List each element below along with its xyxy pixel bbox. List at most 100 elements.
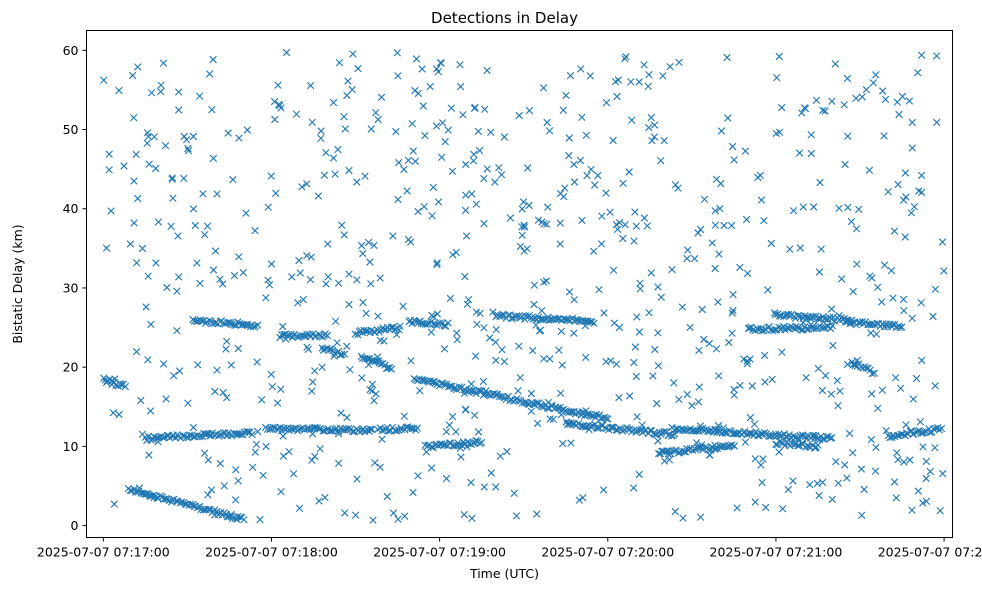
data-point (908, 314, 916, 322)
data-point (893, 98, 901, 106)
data-point (331, 349, 339, 357)
data-point (368, 425, 376, 434)
data-point (457, 453, 465, 461)
data-point (497, 171, 506, 179)
data-point (358, 374, 366, 382)
data-point (467, 478, 475, 487)
data-point (712, 345, 721, 353)
data-point (542, 277, 551, 285)
data-point (613, 225, 622, 234)
data-point (491, 338, 500, 346)
data-point (471, 352, 480, 360)
data-point (518, 223, 526, 231)
data-point (262, 294, 270, 302)
data-point (248, 430, 256, 439)
data-point (698, 305, 706, 314)
data-point (412, 55, 421, 63)
data-point (475, 146, 484, 155)
data-point (348, 85, 356, 94)
data-point (320, 171, 329, 179)
data-point (544, 203, 552, 211)
data-point (566, 420, 574, 428)
data-point (311, 423, 320, 432)
data-point (421, 131, 429, 140)
data-point (914, 68, 922, 77)
data-point (577, 65, 585, 73)
data-point (565, 151, 573, 160)
data-point (150, 133, 158, 141)
data-point (169, 194, 177, 202)
data-point (340, 350, 349, 358)
data-point (843, 360, 852, 369)
data-point (292, 110, 301, 118)
data-point (370, 397, 378, 405)
data-point (869, 79, 877, 87)
data-point (387, 323, 395, 332)
data-point (633, 413, 641, 421)
data-point (811, 444, 820, 452)
data-point (809, 431, 818, 440)
data-point (829, 341, 837, 350)
data-point (604, 415, 612, 423)
data-point (445, 421, 454, 429)
data-point (251, 226, 259, 235)
data-point (615, 218, 624, 227)
data-point (862, 86, 871, 94)
data-point (570, 178, 579, 186)
data-point (741, 438, 749, 446)
data-point (826, 434, 835, 442)
data-point (335, 59, 344, 67)
data-point (460, 510, 468, 519)
data-point (372, 109, 380, 117)
data-point (267, 172, 275, 180)
data-point (865, 166, 874, 174)
data-point (411, 157, 420, 166)
data-point (696, 422, 705, 430)
data-point (630, 237, 638, 245)
data-point (395, 158, 403, 167)
data-point (653, 399, 661, 408)
data-point (660, 457, 669, 465)
data-point (175, 88, 183, 96)
data-point (219, 388, 227, 397)
data-point (529, 400, 538, 408)
data-point (649, 372, 657, 380)
data-point (852, 225, 861, 233)
data-point (555, 346, 563, 354)
data-point (341, 509, 349, 517)
data-point (635, 78, 643, 86)
data-point (683, 254, 691, 263)
data-point (591, 181, 599, 189)
data-point (348, 428, 357, 436)
data-point (570, 329, 578, 337)
data-point (489, 308, 497, 316)
data-point (937, 424, 946, 433)
data-point (900, 307, 908, 315)
data-point (809, 312, 817, 321)
data-point (717, 127, 726, 135)
data-point (775, 128, 784, 136)
data-point (105, 166, 113, 174)
data-point (627, 78, 635, 86)
data-point (264, 276, 272, 284)
data-point (480, 483, 488, 491)
data-point (758, 478, 766, 487)
data-point (520, 223, 529, 231)
data-point (922, 457, 930, 466)
data-point (456, 82, 465, 91)
data-point (137, 396, 145, 405)
data-point (684, 246, 692, 254)
data-point (887, 266, 896, 275)
data-point (516, 374, 524, 382)
data-point (344, 77, 352, 85)
data-point (393, 330, 401, 339)
data-point (733, 504, 741, 512)
data-point (625, 168, 633, 176)
data-point (760, 351, 769, 360)
data-point (786, 322, 795, 331)
data-point (895, 110, 903, 119)
data-point (602, 414, 610, 423)
data-point (595, 286, 603, 294)
data-point (340, 113, 348, 121)
data-point (583, 171, 591, 180)
